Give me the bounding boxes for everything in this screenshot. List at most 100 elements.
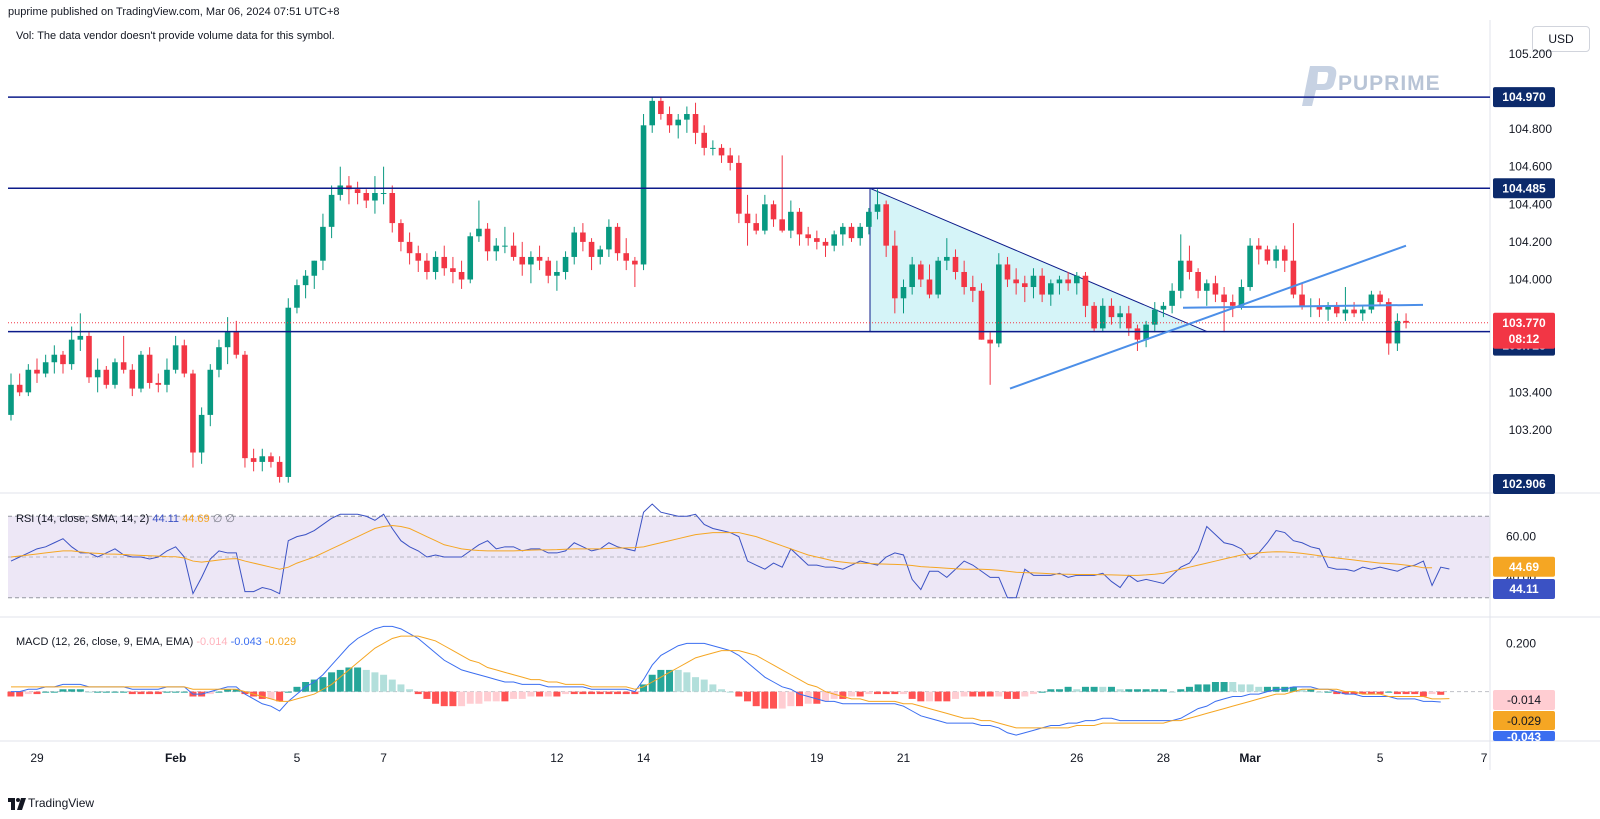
candle-body[interactable] [68, 339, 75, 365]
candle-body[interactable] [857, 226, 863, 239]
candle-body[interactable] [692, 114, 699, 133]
candle-body[interactable] [1125, 313, 1132, 329]
candle-body[interactable] [1247, 245, 1253, 288]
candle-body[interactable] [1022, 283, 1028, 288]
candle-body[interactable] [276, 461, 283, 477]
candle-body[interactable] [1368, 294, 1375, 310]
candle-body[interactable] [1325, 305, 1331, 310]
candle-body[interactable] [129, 369, 136, 389]
candle-body[interactable] [1255, 245, 1262, 250]
candle-body[interactable] [198, 414, 205, 453]
candle-body[interactable] [354, 189, 361, 194]
candle-body[interactable] [1117, 313, 1123, 318]
candle-body[interactable] [285, 307, 292, 477]
candle-body[interactable] [1203, 283, 1210, 291]
candle-body[interactable] [363, 193, 370, 201]
candle-body[interactable] [138, 354, 144, 389]
candle-body[interactable] [935, 260, 941, 295]
candle-body[interactable] [978, 290, 985, 340]
candle-body[interactable] [866, 211, 872, 227]
candle-body[interactable] [1073, 275, 1080, 284]
candle-body[interactable] [1108, 305, 1115, 318]
candle-body[interactable] [77, 335, 84, 340]
candle-body[interactable] [840, 226, 846, 235]
candle-body[interactable] [1056, 279, 1063, 284]
candle-body[interactable] [8, 384, 14, 415]
candle-body[interactable] [190, 373, 196, 453]
candle-body[interactable] [1099, 305, 1106, 329]
candle-body[interactable] [86, 335, 92, 378]
candle-body[interactable] [1151, 309, 1158, 325]
candle-body[interactable] [658, 100, 664, 115]
candle-body[interactable] [207, 369, 214, 415]
candle-body[interactable] [302, 275, 309, 286]
candle-body[interactable] [597, 249, 604, 257]
candle-body[interactable] [1377, 294, 1383, 303]
candle-body[interactable] [1316, 305, 1323, 310]
candle-body[interactable] [744, 213, 751, 224]
candle-body[interactable] [822, 241, 829, 246]
candle-body[interactable] [987, 339, 993, 344]
rsi-ma-line[interactable] [10, 524, 1433, 576]
candle-body[interactable] [1013, 279, 1019, 284]
candle-body[interactable] [918, 264, 924, 280]
candle-body[interactable] [432, 256, 439, 272]
candle-body[interactable] [424, 260, 430, 272]
candle-body[interactable] [172, 345, 179, 370]
candle-body[interactable] [519, 256, 526, 265]
candle-body[interactable] [389, 193, 396, 224]
candle-body[interactable] [614, 226, 621, 254]
candle-body[interactable] [1177, 260, 1184, 291]
candle-body[interactable] [710, 147, 716, 149]
candle-body[interactable] [1221, 294, 1227, 303]
candle-body[interactable] [892, 245, 898, 299]
candle-body[interactable] [1238, 287, 1245, 306]
candle-body[interactable] [762, 204, 768, 231]
candle-body[interactable] [1342, 309, 1349, 314]
candle-body[interactable] [320, 226, 326, 261]
candle-body[interactable] [814, 238, 820, 242]
candle-body[interactable] [450, 268, 456, 272]
candle-body[interactable] [606, 226, 612, 250]
horizontal-trend-line[interactable] [1182, 303, 1424, 309]
candle-body[interactable] [25, 369, 32, 393]
candle-body[interactable] [1333, 305, 1340, 314]
candle-body[interactable] [181, 345, 188, 374]
candle-body[interactable] [1030, 275, 1037, 288]
candle-body[interactable] [1351, 309, 1357, 314]
candle-body[interactable] [493, 245, 500, 252]
candle-body[interactable] [155, 382, 162, 385]
candle-body[interactable] [562, 256, 569, 272]
candle-body[interactable] [42, 362, 49, 374]
candle-body[interactable] [224, 332, 231, 348]
candle-body[interactable] [952, 256, 959, 272]
candle-body[interactable] [571, 232, 578, 257]
candle-body[interactable] [831, 234, 837, 246]
candle-body[interactable] [398, 223, 404, 242]
candle-body[interactable] [94, 369, 101, 378]
candle-body[interactable] [458, 271, 465, 280]
candle-body[interactable] [146, 354, 153, 383]
candle-body[interactable] [1169, 290, 1175, 306]
candle-body[interactable] [848, 226, 855, 239]
ascending-trend-line[interactable] [1009, 244, 1407, 390]
candle-body[interactable] [883, 204, 889, 246]
candle-body[interactable] [1048, 283, 1054, 295]
candle-body[interactable] [60, 354, 66, 365]
candle-body[interactable] [961, 271, 967, 288]
candle-body[interactable] [788, 211, 794, 231]
candle-body[interactable] [640, 125, 647, 265]
candle-body[interactable] [372, 193, 378, 201]
candle-body[interactable] [51, 354, 58, 363]
signal-line[interactable] [11, 635, 1450, 729]
candle-body[interactable] [216, 347, 222, 370]
candle-body[interactable] [268, 456, 274, 462]
candle-body[interactable] [779, 219, 785, 231]
candle-body[interactable] [1082, 275, 1089, 306]
candle-body[interactable] [380, 193, 387, 195]
candle-body[interactable] [1039, 275, 1045, 295]
candle-body[interactable] [164, 369, 170, 385]
macd-line[interactable] [11, 625, 1441, 736]
candle-body[interactable] [311, 260, 318, 276]
candle-body[interactable] [970, 287, 976, 291]
